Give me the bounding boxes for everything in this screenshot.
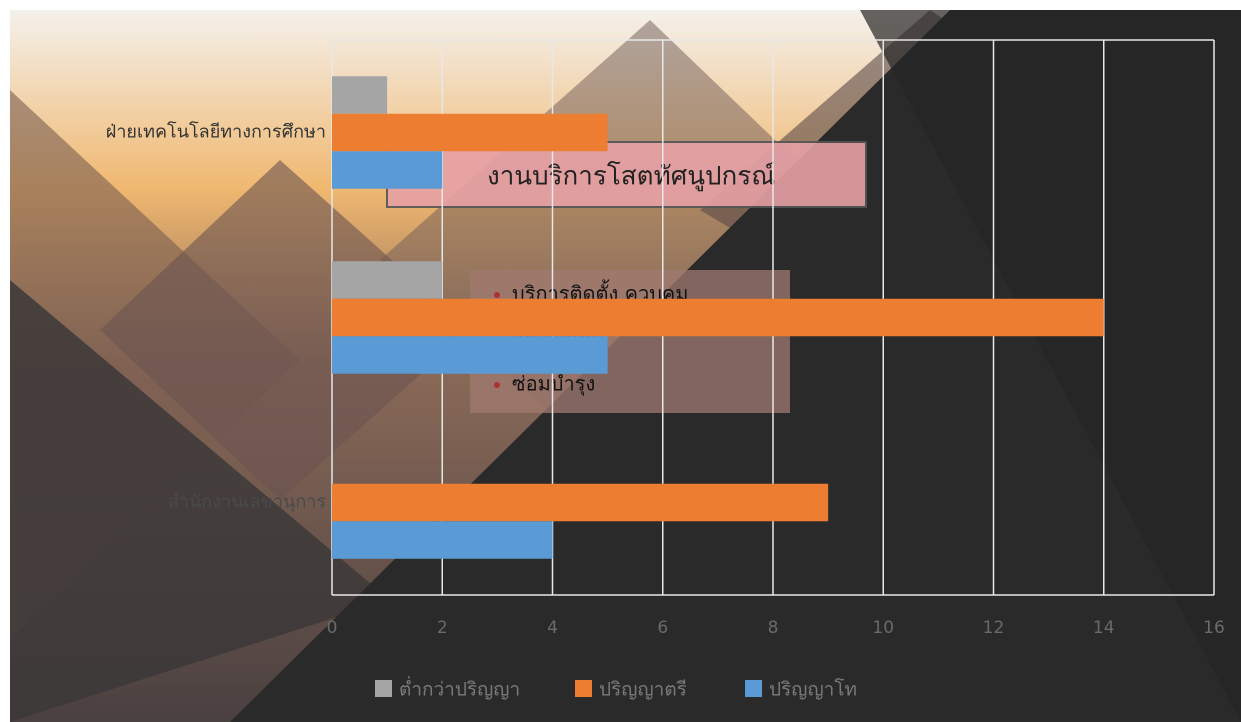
bullet-dot: [494, 292, 500, 298]
legend-swatch: [745, 680, 762, 697]
bar: [332, 298, 1104, 337]
legend-swatch: [575, 680, 592, 697]
x-tick-label: 8: [768, 618, 779, 638]
y-tick-label: ฝ่ายเทคโนโลยีทางการศึกษา: [106, 121, 326, 143]
x-tick-label: 14: [1093, 618, 1115, 638]
x-tick-label: 16: [1203, 618, 1225, 638]
annotations: งานบริการโสตทัศนูปกรณ์ บริการติดตั้ง ควบ…: [386, 141, 867, 413]
y-tick-label: สำนักงานเลขานุการ: [168, 492, 326, 513]
bullet-dot: [494, 382, 500, 388]
legend-label: ปริญญาโท: [769, 678, 857, 701]
bullet: ซ่อมบำรุง: [512, 372, 595, 397]
legend-label: ต่ำกว่าปริญญา: [399, 676, 520, 701]
bar: [332, 76, 388, 114]
x-tick-label: 6: [657, 618, 668, 638]
x-tick-label: 10: [872, 618, 894, 638]
legend-swatch: [375, 680, 392, 697]
heading-box: [386, 141, 867, 208]
x-tick-label: 0: [327, 618, 338, 638]
x-tick-label: 4: [547, 618, 558, 638]
bar: [332, 151, 443, 189]
x-tick-label: 2: [437, 618, 448, 638]
heading: งานบริการโสตทัศนูปกรณ์: [487, 161, 775, 192]
legend-label: ปริญญาตรี: [599, 679, 687, 701]
bar: [332, 521, 553, 559]
bar: [332, 113, 608, 152]
bar: [332, 336, 608, 374]
x-tick-label: 12: [983, 618, 1005, 638]
bar: [332, 483, 829, 522]
bar: [332, 261, 443, 299]
